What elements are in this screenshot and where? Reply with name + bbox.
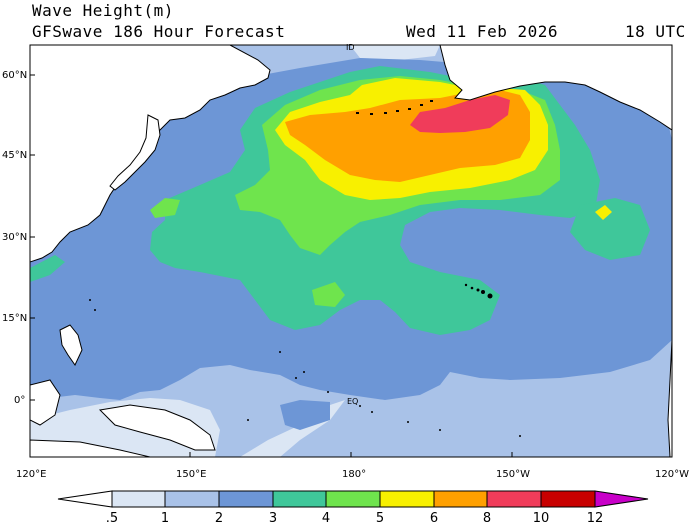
lon-label-150w: 150°W bbox=[496, 469, 530, 480]
legend-arrow-high bbox=[594, 490, 649, 508]
dateline-marker: ID bbox=[346, 43, 355, 52]
contour-5-6m-east-spot bbox=[595, 205, 612, 220]
lon-label-180: 180° bbox=[342, 469, 366, 480]
legend-swatch bbox=[218, 490, 274, 508]
land-north-america bbox=[667, 130, 672, 457]
legend-label: 6 bbox=[430, 511, 438, 525]
lat-label-equator: 0° bbox=[14, 395, 25, 406]
land-australia bbox=[30, 439, 151, 457]
legend-swatch bbox=[379, 490, 435, 508]
legend-label: 2 bbox=[215, 511, 223, 525]
contour-4-5m-mid-spot bbox=[312, 282, 345, 307]
aleutian-islands bbox=[356, 100, 433, 115]
contour-2-3m-hawaii bbox=[280, 400, 330, 430]
lon-label-120e: 120°E bbox=[16, 469, 46, 480]
legend-label: .5 bbox=[106, 511, 118, 525]
lon-label-120w: 120°W bbox=[655, 469, 689, 480]
contour-calm-arctic bbox=[350, 45, 440, 60]
lat-label-60n: 60°N bbox=[2, 70, 27, 81]
forecast-time: 18 UTC bbox=[625, 22, 686, 41]
pacific-islands bbox=[89, 299, 521, 437]
land-borneo bbox=[30, 379, 61, 426]
legend-label: 10 bbox=[533, 511, 550, 525]
legend-label: 5 bbox=[376, 511, 384, 525]
equator-marker: EQ bbox=[347, 397, 358, 406]
legend-label: 4 bbox=[322, 511, 330, 525]
map-title: Wave Height(m) bbox=[32, 1, 174, 20]
land-japan bbox=[109, 114, 161, 191]
legend-swatch bbox=[272, 490, 327, 508]
legend-label: 1 bbox=[161, 511, 169, 525]
legend-swatch bbox=[111, 490, 166, 508]
lat-axis: 60°N 45°N 30°N 15°N 0° bbox=[2, 70, 35, 406]
lat-label-30n: 30°N bbox=[2, 232, 27, 243]
legend-swatch bbox=[164, 490, 220, 508]
legend-label: 12 bbox=[587, 511, 604, 525]
contour-3-4m-east-spot bbox=[570, 198, 650, 260]
forecast-subtitle: GFSwave 186 Hour Forecast bbox=[32, 22, 286, 41]
legend-label: 8 bbox=[483, 511, 491, 525]
contour-3-4m-west-spot bbox=[30, 255, 65, 282]
legend-label: 3 bbox=[269, 511, 277, 525]
legend-swatch bbox=[325, 490, 381, 508]
map-content bbox=[30, 45, 672, 457]
lon-label-150e: 150°E bbox=[176, 469, 206, 480]
lat-label-15n: 15°N bbox=[2, 313, 27, 324]
contour-4-5m-west-spot bbox=[150, 198, 180, 218]
lon-axis: 120°E 150°E 180° 150°W 120°W bbox=[16, 452, 689, 480]
land-new-guinea bbox=[98, 404, 216, 451]
legend-colorbar: .5 1 2 3 4 5 6 8 10 12 bbox=[57, 490, 649, 525]
legend-swatch bbox=[540, 490, 596, 508]
land-alaska bbox=[439, 45, 672, 131]
legend-swatch bbox=[433, 490, 488, 508]
hawaii-islands bbox=[464, 283, 493, 299]
contour-8-10m bbox=[410, 95, 510, 133]
forecast-date: Wed 11 Feb 2026 bbox=[406, 22, 558, 41]
land-philippines bbox=[59, 324, 83, 366]
legend-arrow-low bbox=[57, 490, 113, 508]
lat-label-45n: 45°N bbox=[2, 150, 27, 161]
legend-swatch bbox=[486, 490, 542, 508]
